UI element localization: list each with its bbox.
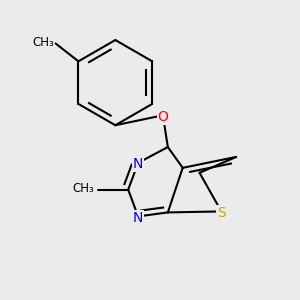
- Text: O: O: [158, 110, 168, 124]
- Text: CH₃: CH₃: [32, 36, 54, 49]
- Text: N: N: [133, 211, 143, 225]
- Text: S: S: [217, 206, 226, 220]
- Text: N: N: [133, 158, 143, 171]
- Text: CH₃: CH₃: [73, 182, 94, 195]
